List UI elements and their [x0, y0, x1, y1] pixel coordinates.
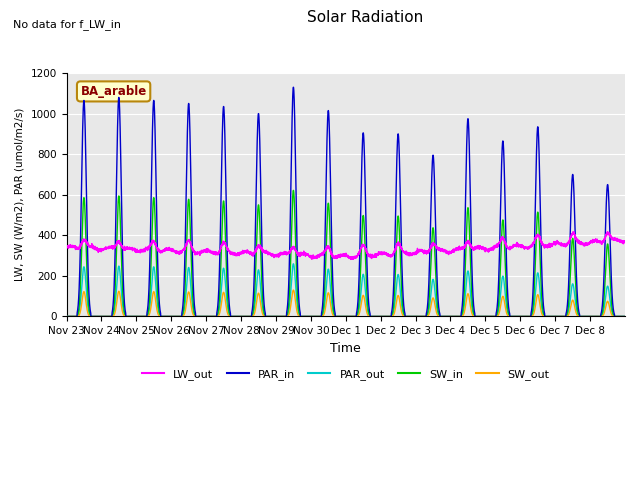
Y-axis label: LW, SW (W/m2), PAR (umol/m2/s): LW, SW (W/m2), PAR (umol/m2/s) [15, 108, 25, 281]
Text: Solar Radiation: Solar Radiation [307, 10, 423, 24]
Text: BA_arable: BA_arable [81, 85, 147, 98]
Legend: LW_out, PAR_in, PAR_out, SW_in, SW_out: LW_out, PAR_in, PAR_out, SW_in, SW_out [138, 364, 554, 384]
Text: No data for f_LW_in: No data for f_LW_in [13, 19, 121, 30]
X-axis label: Time: Time [330, 342, 361, 355]
